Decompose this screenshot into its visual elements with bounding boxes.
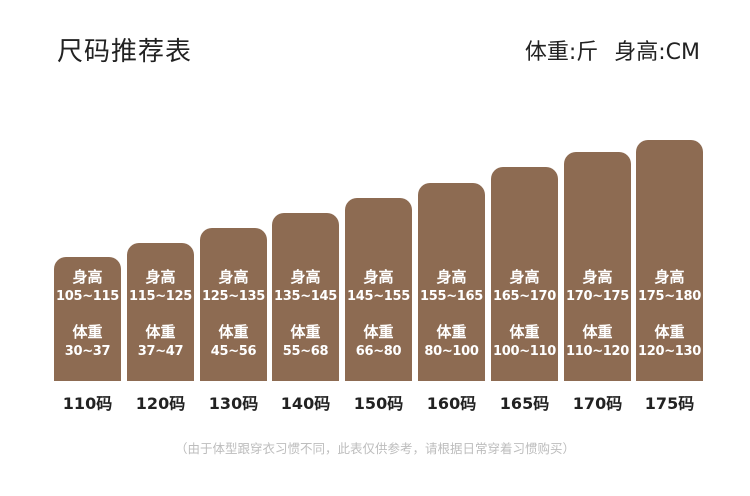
weight-range: 80~100 — [424, 344, 479, 359]
size-bar: 身高 125~135 体重 45~56 — [200, 228, 267, 381]
size-bar: 身高 105~115 体重 30~37 — [54, 257, 121, 381]
height-range: 145~155 — [346, 289, 411, 304]
height-label: 身高 — [582, 268, 613, 286]
weight-label: 体重 — [290, 323, 321, 341]
size-label: 140码 — [280, 394, 331, 413]
height-range: 125~135 — [201, 289, 266, 304]
size-bar: 身高 135~145 体重 55~68 — [272, 213, 339, 381]
weight-label: 体重 — [218, 323, 249, 341]
height-label: 身高 — [290, 268, 321, 286]
size-label: 170码 — [572, 394, 623, 413]
height-label: 身高 — [363, 268, 394, 286]
size-label: 120码 — [135, 394, 186, 413]
size-label: 165码 — [499, 394, 550, 413]
height-range: 175~180 — [637, 289, 702, 304]
weight-label: 体重 — [72, 323, 103, 341]
height-unit: 身高:CM — [614, 40, 700, 65]
height-range: 135~145 — [273, 289, 338, 304]
size-bar: 身高 170~175 体重 110~120 — [564, 152, 631, 381]
height-label: 身高 — [72, 268, 103, 286]
weight-range: 100~110 — [492, 344, 557, 359]
height-range: 165~170 — [492, 289, 557, 304]
height-range: 115~125 — [128, 289, 193, 304]
weight-range: 110~120 — [565, 344, 630, 359]
size-bar: 身高 155~165 体重 80~100 — [418, 183, 485, 381]
weight-label: 体重 — [436, 323, 467, 341]
size-label: 110码 — [62, 394, 113, 413]
height-label: 身高 — [145, 268, 176, 286]
height-label: 身高 — [509, 268, 540, 286]
weight-label: 体重 — [363, 323, 394, 341]
size-label: 150码 — [353, 394, 404, 413]
footnote: （由于体型跟穿衣习惯不同，此表仅供参考，请根据日常穿着习惯购买） — [174, 441, 575, 456]
height-label: 身高 — [218, 268, 249, 286]
height-label: 身高 — [654, 268, 685, 286]
height-label: 身高 — [436, 268, 467, 286]
weight-label: 体重 — [582, 323, 613, 341]
weight-range: 30~37 — [64, 344, 111, 359]
size-label: 160码 — [426, 394, 477, 413]
weight-range: 55~68 — [282, 344, 329, 359]
height-range: 170~175 — [565, 289, 630, 304]
weight-range: 45~56 — [210, 344, 257, 359]
weight-range: 120~130 — [637, 344, 702, 359]
weight-label: 体重 — [509, 323, 540, 341]
weight-unit: 体重:斤 — [524, 40, 599, 65]
height-range: 105~115 — [55, 289, 120, 304]
size-bar: 身高 145~155 体重 66~80 — [345, 198, 412, 381]
height-range: 155~165 — [419, 289, 484, 304]
size-bar: 身高 165~170 体重 100~110 — [491, 167, 558, 381]
size-label: 175码 — [644, 394, 695, 413]
size-label: 130码 — [208, 394, 259, 413]
units-legend: 体重:斤 身高:CM — [525, 34, 700, 66]
weight-range: 37~47 — [137, 344, 184, 359]
weight-label: 体重 — [654, 323, 685, 341]
weight-label: 体重 — [145, 323, 176, 341]
weight-range: 66~80 — [355, 344, 402, 359]
page-title: 尺码推荐表 — [57, 37, 193, 67]
size-bar: 身高 175~180 体重 120~130 — [636, 140, 703, 381]
size-bar: 身高 115~125 体重 37~47 — [127, 243, 194, 381]
